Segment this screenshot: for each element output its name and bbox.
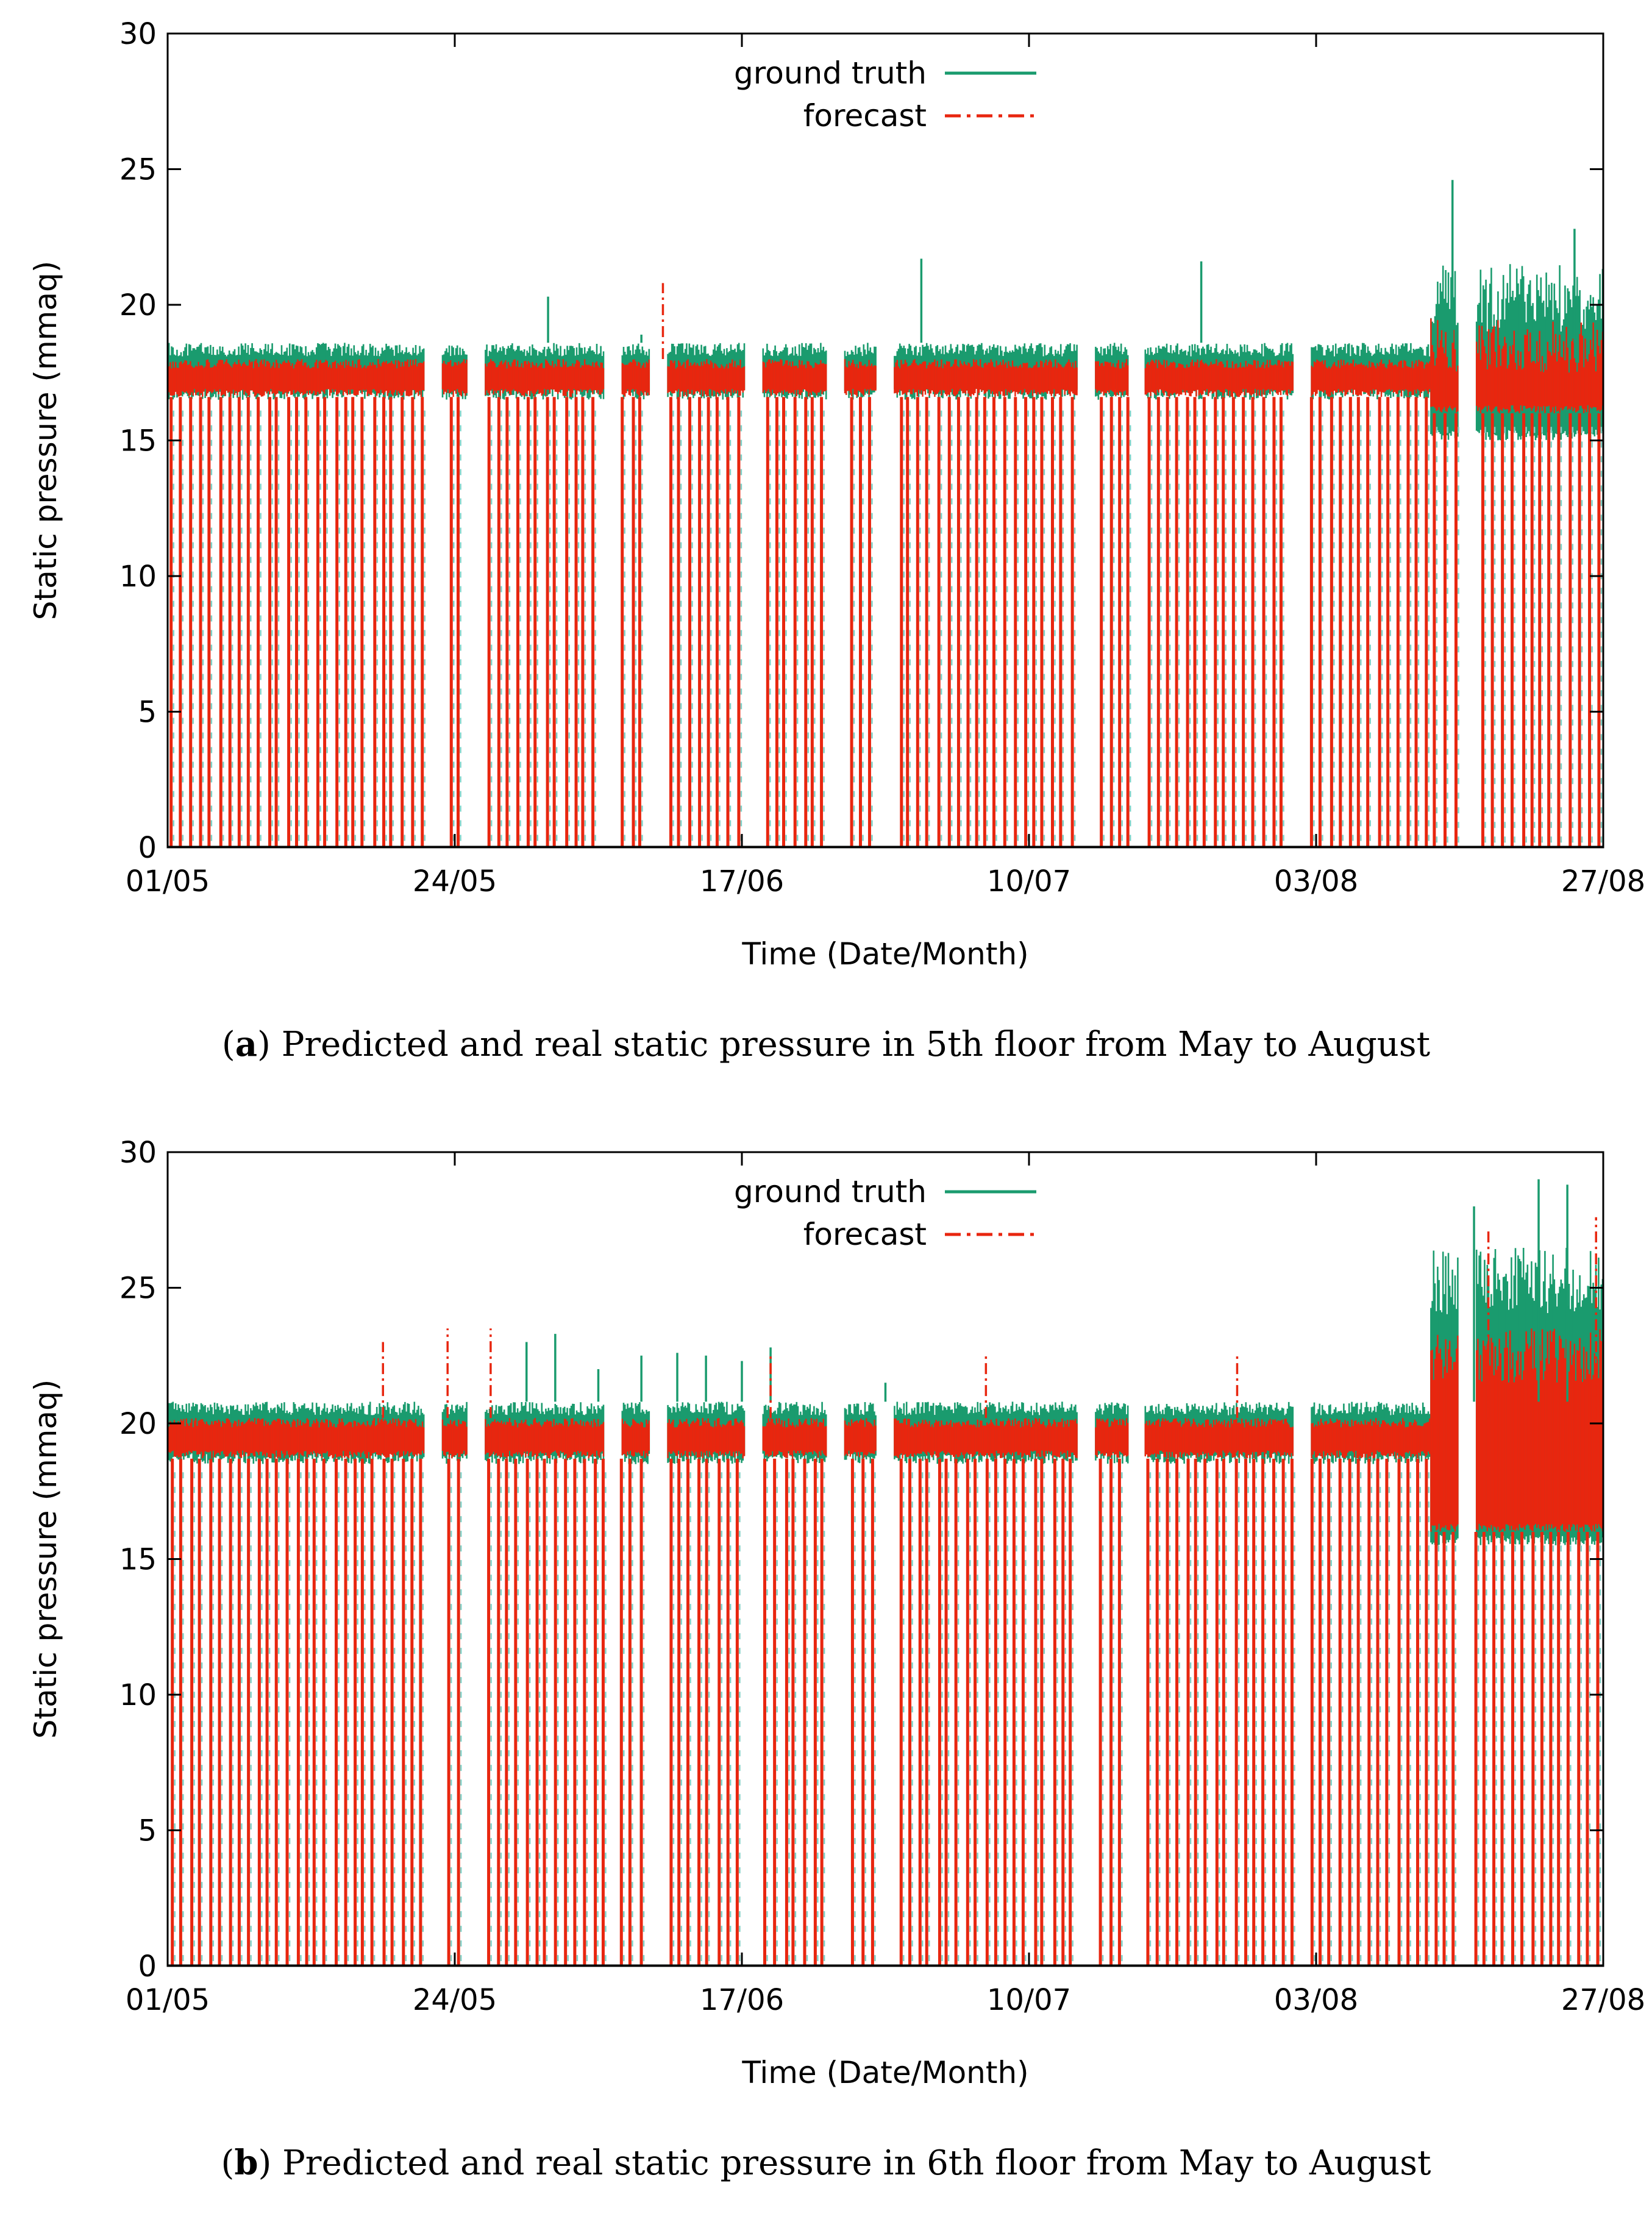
y-tick-label: 15 bbox=[119, 424, 157, 458]
chart-panel-a: 0 5 10 15 20 25 30 01/05 24/05 17/06 10/07 03/08 27/… bbox=[0, 0, 1652, 1116]
legend-label-forecast: forecast bbox=[803, 1217, 927, 1252]
legend-label-ground-truth: ground truth bbox=[734, 55, 927, 91]
chart-a: 0 5 10 15 20 25 30 01/05 24/05 17/06 10/07 03/08 27/… bbox=[28, 17, 1645, 972]
x-tick-label: 24/05 bbox=[413, 1983, 497, 2017]
y-tick-label: 5 bbox=[138, 696, 157, 730]
y-tick-label: 0 bbox=[138, 1949, 157, 1984]
x-tick-label: 03/08 bbox=[1274, 1983, 1358, 2017]
plot-area bbox=[168, 1179, 1603, 1966]
y-tick-label: 30 bbox=[119, 1136, 157, 1170]
y-tick-label: 25 bbox=[119, 153, 157, 187]
x-tick-label: 17/06 bbox=[700, 864, 784, 899]
series-nightly-drops bbox=[169, 397, 1603, 847]
y-axis-label: Static pressure (mmaq) bbox=[28, 261, 63, 621]
y-tick-label: 15 bbox=[119, 1543, 157, 1577]
chart-panel-b: 0 5 10 15 20 25 30 01/05 24/05 17/06 10/07 03/08 27/… bbox=[0, 1119, 1652, 2234]
caption-a: (a) Predicted and real static pressure i… bbox=[221, 1024, 1431, 1064]
caption-text-a: Predicted and real static pressure in 5t… bbox=[281, 1025, 1431, 1064]
plot-area bbox=[168, 180, 1603, 847]
y-tick-label: 20 bbox=[119, 1407, 157, 1441]
x-tick-label: 10/07 bbox=[987, 1983, 1071, 2017]
x-tick-label: 27/08 bbox=[1561, 864, 1645, 899]
x-tick-label: 24/05 bbox=[413, 864, 497, 899]
y-tick-label: 25 bbox=[119, 1272, 157, 1306]
legend: ground truth forecast bbox=[734, 1174, 1036, 1252]
y-tick-label: 0 bbox=[138, 831, 157, 865]
series-nightly-drops bbox=[171, 1458, 1601, 1966]
y-tick-label: 20 bbox=[119, 288, 157, 322]
y-tick-label: 10 bbox=[119, 1678, 157, 1712]
y-axis-label: Static pressure (mmaq) bbox=[28, 1380, 63, 1739]
x-axis-label: Time (Date/Month) bbox=[741, 2055, 1028, 2090]
series-forecast bbox=[168, 1328, 1603, 1532]
x-tick-label: 10/07 bbox=[987, 864, 1071, 899]
y-tick-label: 10 bbox=[119, 560, 157, 594]
x-tick-label: 01/05 bbox=[126, 864, 210, 899]
x-tick-label: 17/06 bbox=[700, 1983, 784, 2017]
x-tick-label: 27/08 bbox=[1561, 1983, 1645, 2017]
legend-label-ground-truth: ground truth bbox=[734, 1174, 927, 1209]
caption-text-b: Predicted and real static pressure in 6t… bbox=[282, 2143, 1431, 2183]
series-forecast bbox=[168, 318, 1603, 413]
x-axis-label: Time (Date/Month) bbox=[741, 936, 1028, 972]
y-tick-label: 30 bbox=[119, 17, 157, 51]
caption-b: (b) Predicted and real static pressure i… bbox=[221, 2143, 1431, 2183]
legend: ground truth forecast bbox=[734, 55, 1036, 134]
chart-b: 0 5 10 15 20 25 30 01/05 24/05 17/06 10/07 03/08 27/… bbox=[28, 1136, 1645, 2090]
y-tick-label: 5 bbox=[138, 1814, 157, 1848]
caption-letter-b: b bbox=[234, 2143, 258, 2183]
x-tick-label: 03/08 bbox=[1274, 864, 1358, 899]
caption-letter-a: a bbox=[235, 1024, 258, 1064]
legend-label-forecast: forecast bbox=[803, 98, 927, 134]
x-tick-label: 01/05 bbox=[126, 1983, 210, 2017]
